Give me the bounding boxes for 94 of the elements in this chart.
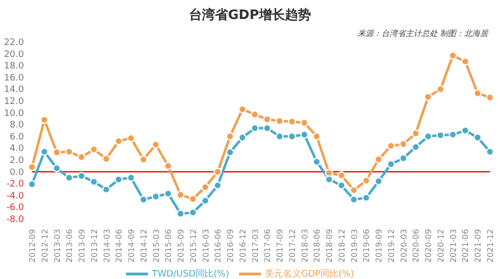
y-tick-label: 20.0 xyxy=(4,50,24,60)
point xyxy=(362,194,370,202)
legend-label: TWD/USD同比(%) xyxy=(152,269,230,279)
point xyxy=(337,171,346,180)
x-tick-label: 2020-03 xyxy=(399,229,408,262)
point xyxy=(386,160,396,168)
x-tick-label: 2017-06 xyxy=(263,229,272,262)
x-tick-label: 2017-12 xyxy=(288,229,297,262)
point xyxy=(152,140,160,149)
y-tick-label: -8.0 xyxy=(6,215,24,225)
point xyxy=(250,124,259,132)
point xyxy=(214,168,222,176)
x-tick-label: 2014-12 xyxy=(139,229,148,262)
x-tick-label: 2019-12 xyxy=(386,229,396,262)
x-tick-label: 2018-06 xyxy=(312,229,322,262)
x-tick-label: 2013-09 xyxy=(78,229,87,262)
x-tick-label: 2016-06 xyxy=(214,229,223,262)
point xyxy=(324,168,334,178)
point xyxy=(412,129,420,138)
x-tick-label: 2019-06 xyxy=(362,229,372,262)
point xyxy=(300,130,308,139)
point xyxy=(90,178,98,186)
y-tick-label: 16.0 xyxy=(4,73,24,84)
y-tick-label: -6.0 xyxy=(6,203,24,214)
point xyxy=(214,181,222,190)
point xyxy=(362,176,370,185)
point xyxy=(52,148,61,156)
x-tick-label: 2016-03 xyxy=(201,229,210,262)
x-tick-label: 2013-12 xyxy=(90,229,99,262)
x-tick-label: 2016-12 xyxy=(238,229,248,262)
x-tick-label: 2021-09 xyxy=(474,229,483,262)
point xyxy=(52,164,61,172)
x-tick-label: 2018-03 xyxy=(300,229,310,262)
point xyxy=(424,92,432,101)
y-tick-label: 18.0 xyxy=(4,62,24,72)
x-tick-label: 2018-12 xyxy=(337,229,346,262)
point xyxy=(399,154,408,162)
x-tick-label: 2016-09 xyxy=(226,229,236,262)
point xyxy=(263,124,272,132)
x-tick-label: 2012-12 xyxy=(40,229,50,262)
x-tick-label: 2014-09 xyxy=(127,229,136,262)
point xyxy=(226,148,234,156)
x-tick-label: 2015-12 xyxy=(188,229,198,262)
point xyxy=(312,132,321,140)
x-tick-label: 2015-09 xyxy=(176,229,186,262)
point xyxy=(275,132,284,140)
point xyxy=(102,154,110,163)
x-tick-label: 2014-06 xyxy=(114,229,124,262)
x-tick-label: 2021-06 xyxy=(461,229,470,262)
x-tick-label: 2020-09 xyxy=(424,229,434,262)
y-tick-label: 0.0 xyxy=(10,168,24,178)
x-tick-label: 2013-06 xyxy=(65,229,74,262)
point xyxy=(201,196,210,205)
legend-label: 美元名义GDP同比(%) xyxy=(265,269,354,279)
y-tick-label: 12.0 xyxy=(4,97,24,107)
x-tick-label: 2021-03 xyxy=(448,229,458,262)
point xyxy=(312,158,321,166)
point xyxy=(412,142,420,152)
x-tick-label: 2020-06 xyxy=(412,229,421,262)
y-tick-label: -2.0 xyxy=(6,180,24,190)
point xyxy=(263,115,272,124)
x-tick-label: 2013-03 xyxy=(52,229,62,262)
x-tick-label: 2020-12 xyxy=(436,229,446,262)
chart-title: 台湾省GDP增长趋势 xyxy=(188,6,312,24)
y-tick-label: -4.0 xyxy=(6,191,24,202)
source-note: 来源：台湾省主计总处 制图：北海居 xyxy=(357,28,488,39)
point xyxy=(201,183,210,192)
point xyxy=(114,137,123,146)
x-tick-label: 2015-03 xyxy=(152,229,161,262)
x-tick-label: 2017-03 xyxy=(250,229,260,262)
point xyxy=(238,133,247,142)
x-tick-label: 2014-03 xyxy=(102,229,112,262)
y-tick-label: 2.0 xyxy=(10,156,24,166)
y-tick-label: 22.0 xyxy=(4,38,24,48)
x-tick-label: 2021-12 xyxy=(486,229,495,262)
x-tick-label: 2019-09 xyxy=(374,229,384,262)
y-tick-label: 8.0 xyxy=(10,120,24,131)
x-tick-label: 2015-06 xyxy=(164,229,174,262)
point xyxy=(474,89,482,98)
x-tick-label: 2012-09 xyxy=(28,229,37,262)
point xyxy=(300,118,308,127)
point xyxy=(436,131,445,140)
point xyxy=(65,148,74,156)
point xyxy=(374,177,383,186)
y-tick-label: 4.0 xyxy=(10,144,24,154)
y-tick-label: 10.0 xyxy=(4,108,24,119)
point xyxy=(65,174,74,182)
x-tick-label: 2017-09 xyxy=(276,229,285,262)
y-tick-label: 14.0 xyxy=(4,85,24,96)
point xyxy=(164,162,172,170)
x-tick-label: 2018-09 xyxy=(325,229,334,262)
point xyxy=(164,190,172,198)
y-tick-label: 6.0 xyxy=(10,132,24,142)
x-tick-label: 2019-03 xyxy=(350,229,359,262)
